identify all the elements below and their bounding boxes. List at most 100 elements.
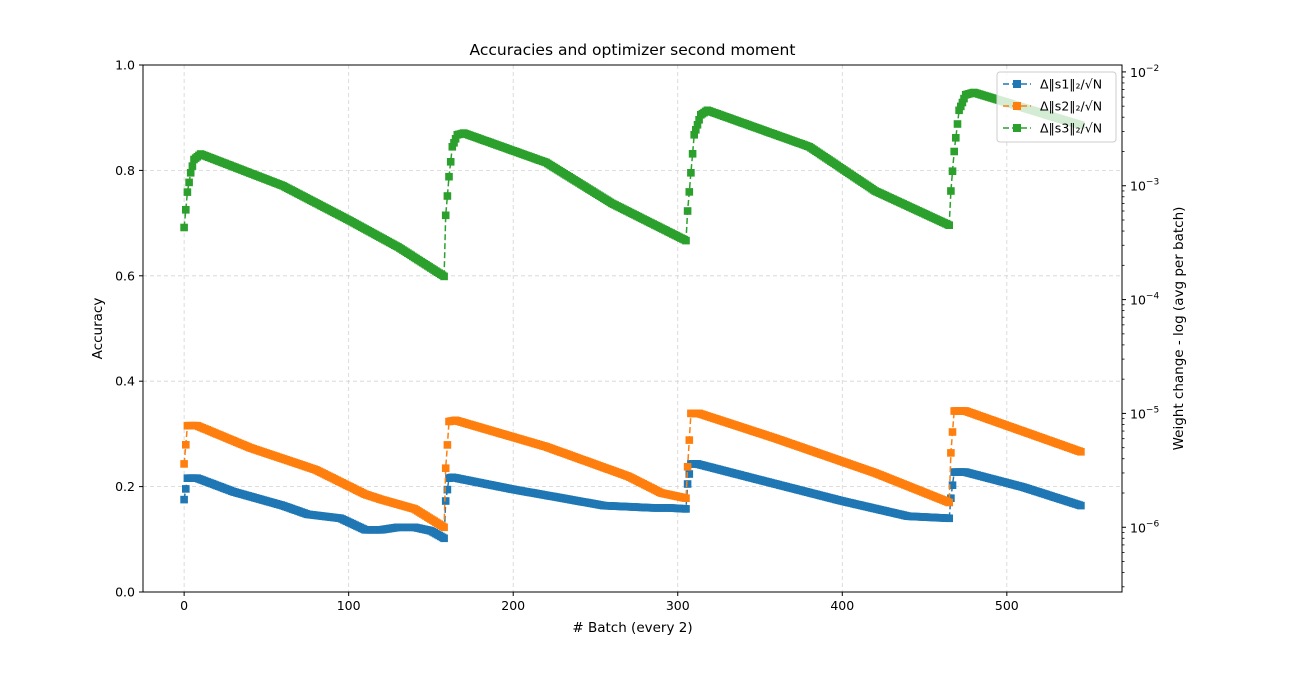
data-point bbox=[945, 221, 953, 229]
data-point bbox=[952, 134, 960, 142]
data-point bbox=[180, 495, 188, 504]
data-point bbox=[683, 207, 692, 215]
data-point bbox=[1077, 448, 1085, 456]
y-tick-label: 1.0 bbox=[115, 58, 135, 73]
data-point bbox=[182, 441, 190, 449]
data-point bbox=[948, 167, 957, 175]
legend-label: Δ‖s1‖₂/√N bbox=[1040, 77, 1102, 92]
data-point bbox=[446, 158, 455, 166]
y-tick-label: 0.2 bbox=[115, 479, 135, 494]
data-point bbox=[958, 98, 967, 107]
y-axis-label: Accuracy bbox=[90, 298, 106, 360]
data-point bbox=[682, 494, 690, 502]
y-right-tick-exponent: −2 bbox=[1146, 64, 1159, 74]
y-tick-label: 0.0 bbox=[115, 585, 135, 600]
legend-marker bbox=[1013, 124, 1021, 132]
y-right-tick-exponent: −3 bbox=[1146, 178, 1159, 188]
x-tick-label: 500 bbox=[995, 598, 1019, 613]
y-right-tick-base: 10 bbox=[1130, 179, 1146, 194]
data-point bbox=[960, 94, 968, 103]
data-point bbox=[448, 143, 457, 151]
data-point bbox=[950, 147, 958, 156]
y-right-tick-base: 10 bbox=[1130, 520, 1146, 535]
series-2 bbox=[180, 407, 1085, 532]
x-tick-label: 200 bbox=[501, 598, 525, 613]
y-axis-right-label: Weight change - log (avg per batch) bbox=[1171, 207, 1187, 451]
y-tick-label: 0.4 bbox=[115, 374, 135, 389]
data-point bbox=[440, 523, 448, 532]
data-point bbox=[440, 534, 448, 543]
y-right-tick-base: 10 bbox=[1130, 65, 1146, 80]
y-right-tick-label: 10−2 bbox=[1130, 64, 1159, 80]
data-point bbox=[182, 206, 190, 214]
chart-title: Accuracies and optimizer second moment bbox=[470, 41, 796, 59]
data-point bbox=[180, 460, 188, 468]
legend-marker bbox=[1013, 80, 1021, 88]
y-right-tick-base: 10 bbox=[1130, 406, 1146, 421]
data-point bbox=[1077, 501, 1085, 510]
data-point bbox=[185, 178, 193, 187]
data-point bbox=[948, 481, 957, 489]
legend-label: Δ‖s3‖₂/√N bbox=[1040, 121, 1102, 136]
data-point bbox=[690, 131, 698, 139]
data-point bbox=[947, 187, 955, 195]
data-point bbox=[685, 436, 694, 444]
data-point bbox=[685, 470, 694, 478]
data-point bbox=[186, 169, 195, 177]
y-right-tick-base: 10 bbox=[1130, 293, 1146, 308]
y-right-tick-exponent: −5 bbox=[1146, 405, 1159, 415]
data-point bbox=[688, 150, 697, 158]
data-point bbox=[441, 497, 450, 505]
legend: Δ‖s1‖₂/√N Δ‖s2‖₂/√N Δ‖s3‖₂/√N bbox=[996, 71, 1117, 143]
data-point bbox=[682, 505, 690, 513]
data-point bbox=[180, 223, 188, 232]
data-point bbox=[682, 236, 690, 245]
series-1 bbox=[180, 460, 1085, 543]
data-point bbox=[183, 188, 192, 196]
data-point bbox=[441, 211, 450, 220]
data-point bbox=[685, 188, 694, 196]
data-point bbox=[953, 120, 962, 128]
x-tick-label: 400 bbox=[830, 598, 854, 613]
y-tick-label: 0.8 bbox=[115, 163, 135, 178]
legend-label: Δ‖s2‖₂/√N bbox=[1040, 99, 1102, 114]
data-point bbox=[188, 162, 197, 170]
data-point bbox=[955, 106, 963, 115]
data-point bbox=[451, 135, 460, 143]
y-right-tick-label: 10−6 bbox=[1130, 519, 1159, 535]
data-point bbox=[947, 449, 955, 457]
data-point bbox=[440, 272, 448, 281]
data-point bbox=[948, 428, 957, 436]
data-point bbox=[695, 116, 703, 124]
data-point bbox=[945, 514, 953, 523]
plot-area bbox=[180, 88, 1085, 543]
data-point bbox=[957, 102, 965, 111]
data-point bbox=[450, 139, 458, 147]
y-right-tick-label: 10−3 bbox=[1130, 178, 1159, 194]
plot-frame bbox=[142, 64, 1123, 593]
x-axis-label: # Batch (every 2) bbox=[572, 620, 692, 636]
x-tick-label: 0 bbox=[180, 598, 188, 613]
y-right-tick-exponent: −6 bbox=[1146, 519, 1160, 529]
x-tick-label: 100 bbox=[337, 598, 361, 613]
data-point bbox=[945, 498, 953, 507]
data-point bbox=[443, 192, 452, 200]
data-point bbox=[443, 441, 452, 449]
y-right-tick-exponent: −4 bbox=[1146, 292, 1160, 302]
data-point bbox=[182, 485, 190, 493]
y-tick-label: 0.6 bbox=[115, 268, 135, 283]
data-point bbox=[683, 480, 692, 488]
y-right-tick-label: 10−4 bbox=[1130, 292, 1159, 308]
x-tick-label: 300 bbox=[666, 598, 690, 613]
legend-marker bbox=[1013, 102, 1021, 110]
axes: 0 100 200 300 400 5000.00.20.40.60.81.010−610… bbox=[115, 58, 1159, 614]
data-point bbox=[683, 463, 692, 471]
data-point bbox=[443, 485, 452, 494]
data-point bbox=[445, 172, 453, 181]
data-point bbox=[692, 126, 700, 134]
y-right-tick-label: 10−5 bbox=[1130, 405, 1159, 421]
legend-box bbox=[996, 71, 1117, 143]
data-point bbox=[693, 121, 702, 129]
data-point bbox=[687, 169, 695, 177]
